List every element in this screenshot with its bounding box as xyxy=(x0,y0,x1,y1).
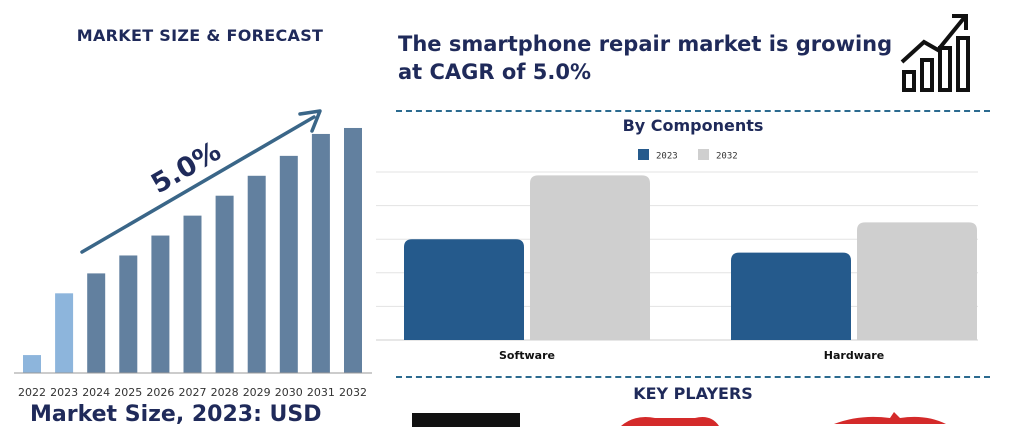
legend-swatch-2023 xyxy=(638,149,649,160)
category-label-hardware: Hardware xyxy=(824,349,884,362)
company-logo-2 xyxy=(621,417,719,426)
headline: The smartphone repair market is growing … xyxy=(398,30,898,86)
forecast-bar-2022 xyxy=(23,355,41,373)
growth-arrow-head xyxy=(298,109,322,133)
divider-top xyxy=(396,110,990,112)
component-bar-hardware-2032 xyxy=(857,222,977,340)
x-tick-label-2027: 2027 xyxy=(179,386,207,399)
forecast-bar-2032 xyxy=(344,127,362,373)
headline-line-2: at CAGR of 5.0% xyxy=(398,60,592,84)
x-tick-label-2022: 2022 xyxy=(18,386,46,399)
components-title: By Components xyxy=(622,116,764,135)
x-tick-label-2032: 2032 xyxy=(339,386,367,399)
x-tick-label-2028: 2028 xyxy=(211,386,239,399)
x-tick-label-2023: 2023 xyxy=(50,386,78,399)
component-bar-software-2032 xyxy=(530,175,650,340)
growth-arrow-shaft xyxy=(80,115,316,254)
market-forecast-chart: 2022 2023 2024 2025 2026 2027 2028 2029 2030 2031… xyxy=(14,109,372,399)
legend-label-2023: 2023 xyxy=(656,152,678,162)
divider-bottom xyxy=(396,376,990,378)
x-tick-label-2026: 2026 xyxy=(146,386,174,399)
forecast-bar-2023 xyxy=(55,293,74,373)
x-tick-label-2025: 2025 xyxy=(114,386,142,399)
forecast-bar-2028 xyxy=(215,195,234,373)
company-logo-1 xyxy=(412,413,520,427)
forecast-bar-2031 xyxy=(311,133,330,373)
component-bar-software-2023 xyxy=(404,239,524,340)
forecast-bar-2024 xyxy=(87,273,106,373)
forecast-bar-2030 xyxy=(279,155,298,373)
component-bar-hardware-2023 xyxy=(731,252,851,340)
x-tick-label-2031: 2031 xyxy=(307,386,335,399)
company-logo-3 xyxy=(834,412,946,424)
forecast-bar-2029 xyxy=(247,175,266,373)
market-forecast-title: MARKET SIZE & FORECAST xyxy=(76,26,324,45)
legend-swatch-2032 xyxy=(698,149,709,160)
category-label-software: Software xyxy=(499,349,555,362)
key-players-title: KEY PLAYERS xyxy=(633,384,753,403)
growth-chart-icon xyxy=(900,14,970,92)
headline-line-1: The smartphone repair market is growing xyxy=(398,32,893,56)
forecast-bar-2026 xyxy=(151,235,170,373)
x-tick-label-2030: 2030 xyxy=(275,386,303,399)
forecast-bar-2025 xyxy=(119,255,138,373)
legend-label-2032: 2032 xyxy=(716,152,738,162)
market-size-text: Market Size, 2023: USD xyxy=(30,402,322,427)
forecast-bar-2027 xyxy=(183,215,202,373)
x-tick-label-2029: 2029 xyxy=(243,386,271,399)
x-tick-label-2024: 2024 xyxy=(82,386,110,399)
